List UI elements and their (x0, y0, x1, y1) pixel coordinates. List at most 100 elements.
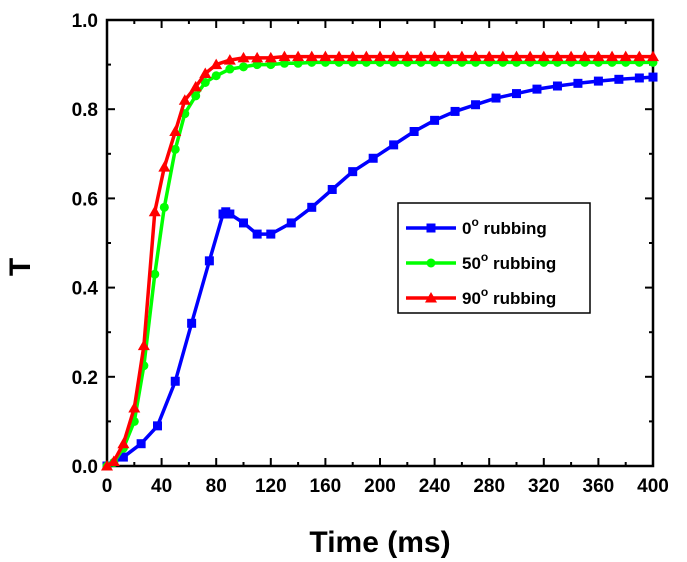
data-point (606, 50, 619, 62)
data-point (252, 229, 262, 239)
data-point (223, 54, 236, 65)
data-point (333, 50, 346, 62)
data-point (409, 127, 419, 136)
data-point (101, 460, 113, 471)
data-point (159, 202, 169, 212)
data-point (471, 100, 481, 110)
data-point (496, 50, 509, 62)
data-point (428, 50, 441, 62)
data-point (187, 318, 197, 328)
data-point (524, 50, 537, 62)
data-point (210, 58, 223, 70)
data-point (346, 50, 359, 62)
x-axis-title: Time (ms) (309, 526, 450, 559)
legend-label-text: rubbing (488, 254, 556, 273)
data-point (158, 161, 171, 172)
data-point (239, 218, 248, 228)
series-layer (101, 50, 659, 471)
data-point (648, 72, 658, 82)
data-point (469, 50, 482, 62)
legend-label-number: 50 (462, 254, 481, 273)
data-point (251, 51, 264, 63)
legend-label: 0o rubbing (462, 215, 547, 238)
series-2 (101, 50, 659, 471)
data-point (348, 167, 358, 177)
data-point (483, 50, 496, 62)
data-point (286, 218, 296, 228)
legend-label-text: rubbing (488, 289, 556, 308)
data-point (551, 50, 564, 62)
data-point (189, 80, 202, 92)
data-point (264, 51, 277, 63)
data-point (307, 202, 317, 212)
y-tick-label: 1.0 (72, 11, 98, 32)
data-point (118, 452, 128, 462)
data-point (211, 71, 221, 81)
data-point (148, 205, 161, 217)
data-point (647, 50, 659, 62)
data-point (592, 50, 605, 62)
data-point (573, 78, 583, 88)
legend-marker (426, 258, 436, 268)
data-point (442, 50, 455, 62)
data-point (537, 50, 550, 62)
x-tick-label: 280 (473, 476, 505, 497)
x-tick-label: 160 (310, 476, 342, 497)
x-tick-label: 320 (528, 476, 560, 497)
data-point (532, 84, 542, 94)
data-point (107, 455, 120, 467)
x-tick-label: 80 (206, 476, 227, 497)
x-tick-label: 120 (255, 476, 287, 497)
data-point (614, 74, 624, 84)
data-point (619, 50, 632, 62)
data-point (401, 50, 414, 62)
x-tick-label: 40 (151, 476, 172, 497)
data-point (387, 50, 400, 62)
x-tick-label: 0 (102, 476, 113, 497)
data-point (512, 89, 521, 99)
data-point (430, 115, 440, 125)
legend-label-text: rubbing (479, 219, 547, 238)
data-point (510, 50, 523, 62)
y-axis-ticks: 0.0 0.2 0.4 0.6 0.8 1.0 (72, 11, 653, 478)
data-point (491, 93, 501, 103)
data-point (178, 94, 191, 105)
x-axis-ticks: 0 40 80 120 160 200 240 280 320 360 400 (102, 20, 669, 497)
legend-label: 90o rubbing (462, 285, 556, 308)
data-point (305, 50, 318, 62)
data-point (153, 421, 163, 431)
data-point (360, 50, 373, 62)
data-point (199, 67, 212, 79)
legend-degree-mark: o (471, 215, 478, 229)
data-point (389, 140, 399, 150)
y-tick-label: 0.4 (72, 279, 99, 300)
data-point (239, 62, 248, 72)
data-point (374, 50, 386, 62)
data-point (292, 50, 305, 62)
data-point (136, 439, 146, 449)
data-point (578, 50, 591, 62)
data-point (117, 437, 130, 449)
data-point (191, 91, 201, 101)
data-point (128, 402, 141, 413)
legend-label-number: 0 (462, 219, 471, 238)
legend-label: 50o rubbing (462, 250, 556, 273)
data-point (204, 256, 214, 266)
legend-label-number: 90 (462, 289, 481, 308)
data-point (266, 229, 276, 239)
legend-marker (425, 292, 437, 303)
data-point (200, 77, 210, 87)
y-tick-label: 0.0 (72, 457, 98, 478)
data-point (565, 50, 578, 62)
data-point (450, 106, 460, 116)
x-tick-label: 400 (637, 476, 669, 497)
data-point (634, 73, 644, 83)
data-point (368, 153, 378, 163)
data-point (150, 269, 160, 279)
legend-degree-mark: o (481, 285, 488, 299)
x-tick-label: 240 (419, 476, 451, 497)
y-axis-title: T (4, 258, 37, 276)
data-point (327, 184, 337, 194)
